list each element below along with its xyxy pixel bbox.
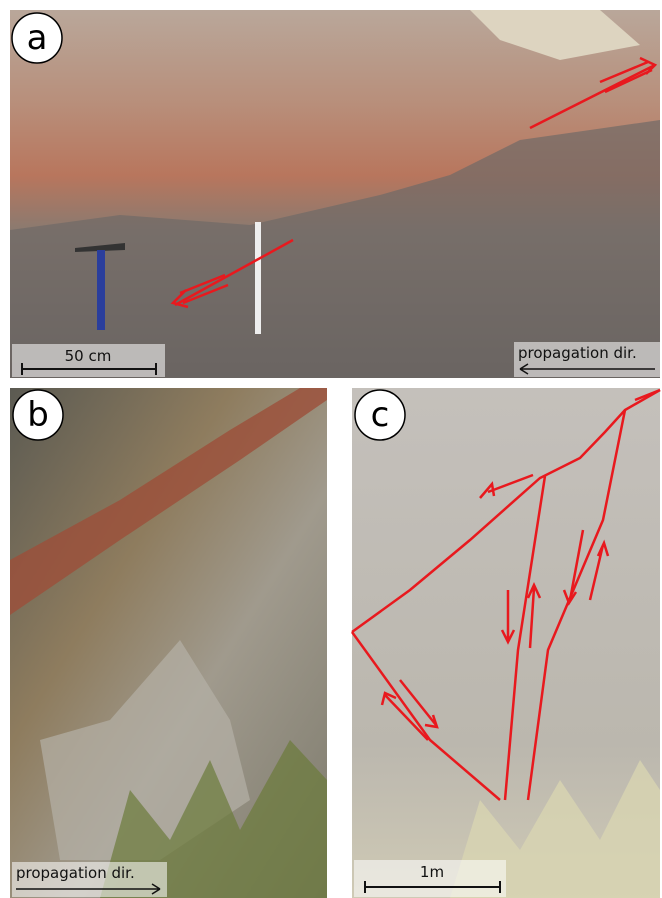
panel-c: c 1m: [352, 388, 660, 898]
figure: a 50 cm propagation dir. b propagation d…: [0, 0, 662, 898]
direction-note: propagation dir.: [16, 864, 135, 882]
hammer-handle: [97, 250, 105, 330]
panel-b: b propagation dir.: [10, 388, 327, 898]
ruler: [255, 222, 261, 334]
scale-label: 1m: [420, 863, 444, 881]
scale-label: 50 cm: [65, 347, 112, 365]
panel-label: a: [27, 18, 48, 58]
panel-a: a 50 cm propagation dir.: [10, 10, 660, 378]
panel-label: b: [27, 395, 49, 435]
panel-label: c: [371, 395, 390, 435]
direction-note: propagation dir.: [518, 344, 637, 362]
